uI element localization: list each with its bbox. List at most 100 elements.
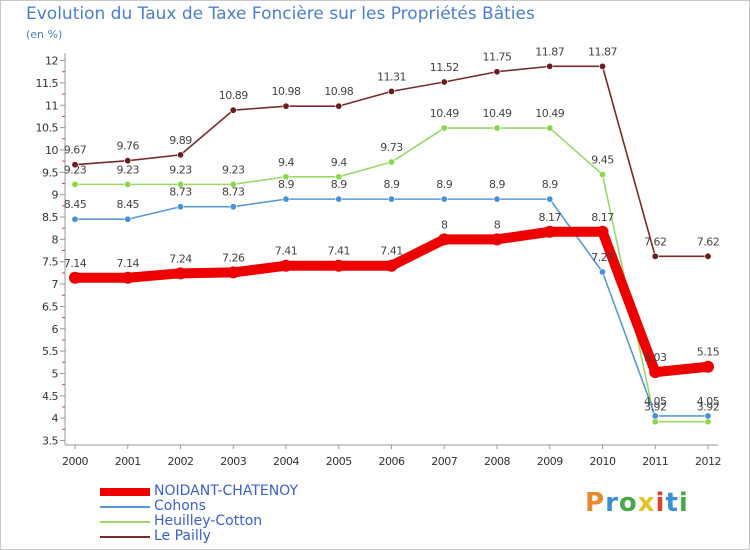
data-point: [651, 252, 659, 260]
data-label: 9.73: [380, 141, 403, 154]
x-tick-label: 2010: [590, 455, 616, 468]
data-label: 8: [441, 218, 448, 231]
data-label: 10.98: [272, 85, 301, 98]
logo-letter: o: [618, 488, 638, 518]
data-label: 8.9: [489, 178, 505, 191]
data-label: 10.89: [219, 89, 248, 102]
x-tick-label: 2002: [168, 455, 194, 468]
chart-title: Evolution du Taux de Taxe Foncière sur l…: [26, 4, 535, 24]
data-point: [177, 203, 185, 211]
data-point: [651, 418, 659, 426]
data-point: [335, 173, 343, 181]
data-label: 7.27: [591, 251, 614, 264]
data-point: [596, 225, 609, 238]
data-label: 7.62: [644, 235, 667, 248]
data-label: 8.9: [542, 178, 558, 191]
y-tick-label: 6.5: [42, 300, 58, 313]
axes: 3.5 4 4.5 5 5.5 6 6.5 7 7.5 8 8.5 9 9.5 10 10.5 11 11.5 1…: [36, 53, 722, 468]
data-label: 3.92: [644, 401, 667, 414]
data-label: 11.87: [588, 45, 617, 58]
data-point: [438, 233, 451, 246]
logo-letter: t: [665, 488, 679, 518]
data-label: 8.73: [169, 186, 192, 199]
logo-letter: i: [655, 488, 666, 518]
data-point: [229, 203, 237, 211]
x-tick-label: 2007: [431, 455, 457, 468]
series-layer: [69, 62, 714, 426]
data-label: 3.92: [697, 401, 720, 414]
x-tick-label: 2006: [379, 455, 405, 468]
y-tick-label: 10.5: [36, 122, 59, 135]
logo-letter: x: [637, 488, 656, 518]
data-label: 7.62: [697, 235, 720, 248]
logo-letter: r: [605, 488, 619, 518]
y-tick-label: 8.5: [42, 211, 58, 224]
data-label: 8: [494, 218, 501, 231]
legend-swatch: [100, 488, 150, 496]
data-point: [335, 195, 343, 203]
y-tick-label: 12: [45, 55, 58, 68]
x-tick-label: 2008: [484, 455, 510, 468]
data-point: [69, 271, 81, 284]
data-point: [598, 171, 606, 179]
data-point: [702, 360, 714, 373]
data-label: 7.24: [169, 252, 192, 265]
x-tick-label: 2001: [115, 455, 141, 468]
data-point: [280, 259, 292, 272]
data-point: [229, 180, 237, 188]
x-tick-label: 2005: [326, 455, 352, 468]
x-tick-label: 2004: [273, 455, 299, 468]
data-point: [546, 195, 554, 203]
data-label: 10.98: [324, 85, 353, 98]
y-tick-label: 9: [52, 189, 59, 202]
data-label: 11.31: [377, 70, 406, 83]
data-point: [282, 195, 290, 203]
data-label: 8.9: [278, 178, 294, 191]
data-label: 9.76: [117, 140, 140, 153]
y-tick-label: 7.5: [42, 256, 58, 269]
legend-swatch: [100, 506, 150, 508]
y-tick-label: 4: [52, 412, 59, 425]
y-tick-label: 9.5: [42, 166, 58, 179]
x-tick-label: 2011: [642, 455, 668, 468]
data-label: 8.45: [117, 198, 140, 211]
data-label: 9.23: [117, 163, 140, 176]
legend-label: Cohons: [154, 498, 206, 514]
data-label: 9.89: [169, 134, 192, 147]
data-point: [493, 124, 501, 132]
data-label: 9.67: [64, 144, 87, 157]
data-point: [440, 195, 448, 203]
data-label: 9.23: [222, 163, 245, 176]
data-point: [335, 102, 343, 110]
x-tick-label: 2000: [62, 455, 88, 468]
data-point: [227, 266, 240, 279]
y-tick-label: 11: [45, 99, 58, 112]
y-tick-label: 5: [52, 367, 59, 380]
y-tick-label: 5.5: [42, 345, 58, 358]
data-point: [174, 267, 187, 280]
data-point: [124, 157, 132, 165]
data-point: [704, 412, 712, 420]
proxiti-logo: Proxiti: [585, 488, 689, 518]
data-point: [491, 233, 503, 246]
data-label: 8.9: [384, 178, 400, 191]
legend-label: NOIDANT-CHATENOY: [154, 483, 298, 499]
data-label: 7.41: [328, 245, 351, 258]
data-label: 8.9: [436, 178, 452, 191]
data-point: [649, 366, 662, 379]
data-point: [71, 180, 79, 188]
y-tick-label: 4.5: [42, 390, 58, 403]
data-point: [598, 268, 606, 276]
data-point: [71, 215, 79, 223]
data-label: 11.52: [430, 61, 459, 74]
y-tick-label: 7: [52, 278, 59, 291]
data-point: [546, 124, 554, 132]
data-label: 5.15: [697, 346, 720, 359]
data-point: [124, 180, 132, 188]
data-point: [651, 412, 659, 420]
logo-letter: P: [585, 488, 606, 518]
data-point: [704, 252, 712, 260]
data-label: 9.4: [331, 156, 347, 169]
data-label: 7.41: [380, 245, 403, 258]
data-point: [493, 68, 501, 76]
